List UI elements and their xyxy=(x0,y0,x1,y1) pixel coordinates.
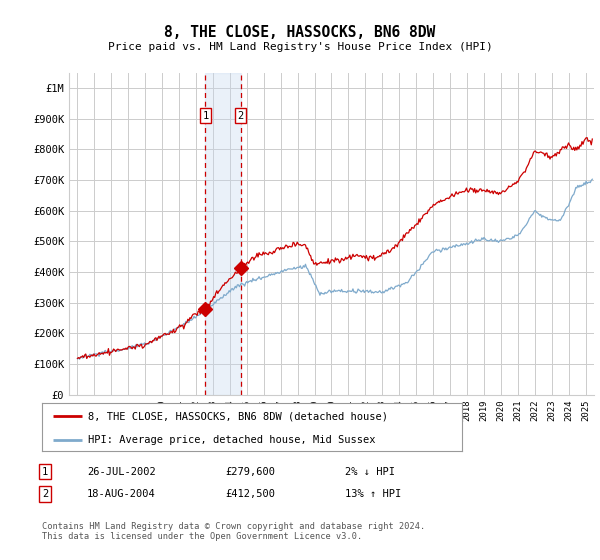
Text: 2: 2 xyxy=(42,489,48,499)
Bar xyxy=(205,73,241,395)
Text: £412,500: £412,500 xyxy=(225,489,275,499)
Text: HPI: Average price, detached house, Mid Sussex: HPI: Average price, detached house, Mid … xyxy=(88,435,376,445)
Text: Contains HM Land Registry data © Crown copyright and database right 2024.
This d: Contains HM Land Registry data © Crown c… xyxy=(42,522,425,542)
Text: 8, THE CLOSE, HASSOCKS, BN6 8DW: 8, THE CLOSE, HASSOCKS, BN6 8DW xyxy=(164,25,436,40)
Text: 18-AUG-2004: 18-AUG-2004 xyxy=(87,489,156,499)
Text: 26-JUL-2002: 26-JUL-2002 xyxy=(87,466,156,477)
Text: 1: 1 xyxy=(42,466,48,477)
Text: 2% ↓ HPI: 2% ↓ HPI xyxy=(345,466,395,477)
Text: 13% ↑ HPI: 13% ↑ HPI xyxy=(345,489,401,499)
Text: 8, THE CLOSE, HASSOCKS, BN6 8DW (detached house): 8, THE CLOSE, HASSOCKS, BN6 8DW (detache… xyxy=(88,411,388,421)
Text: Price paid vs. HM Land Registry's House Price Index (HPI): Price paid vs. HM Land Registry's House … xyxy=(107,42,493,52)
Text: £279,600: £279,600 xyxy=(225,466,275,477)
Text: 2: 2 xyxy=(238,111,244,121)
Text: 1: 1 xyxy=(202,111,209,121)
